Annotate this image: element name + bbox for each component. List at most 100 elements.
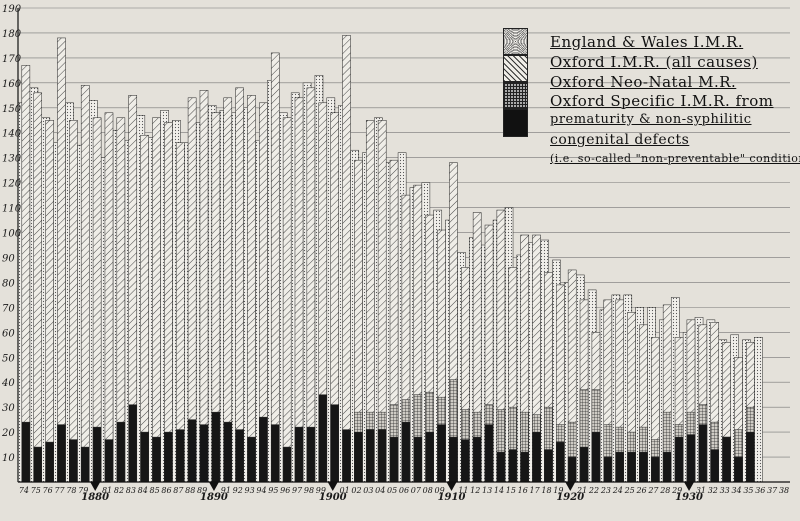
specific-bar-1935: [746, 431, 755, 483]
x-tick-label: 1880: [81, 492, 109, 503]
specific-bar-1913: [484, 424, 494, 483]
y-tick-label: 50: [2, 353, 15, 364]
x-tick-label: 21: [576, 486, 587, 495]
x-tick-label: 24: [612, 486, 623, 495]
x-tick-label: 1930: [675, 492, 703, 503]
x-tick-label: 01: [340, 486, 350, 495]
specific-bar-1889: [199, 424, 209, 483]
specific-bar-1904: [377, 429, 387, 483]
y-tick-label: 80: [2, 278, 15, 289]
x-tick-label: 37: [767, 486, 778, 495]
specific-bar-1928: [662, 451, 672, 483]
oxford-bar-1901: [342, 35, 351, 483]
oxford-bar-1879: [80, 85, 90, 483]
oxford-bar-1878: [69, 120, 78, 483]
specific-bar-1931: [698, 424, 708, 483]
specific-bar-1930: [686, 434, 696, 483]
specific-bar-1933: [722, 436, 731, 483]
x-tick-label: 1890: [200, 492, 228, 503]
specific-bar-1907: [413, 436, 423, 483]
specific-bar-1915: [508, 449, 518, 483]
specific-bar-1881: [104, 439, 114, 483]
specific-bar-1882: [116, 421, 126, 483]
decade-marker: [684, 482, 695, 491]
specific-bar-1906: [401, 421, 411, 483]
x-tick-label: 77: [54, 486, 65, 495]
y-tick-label: 30: [2, 403, 15, 414]
x-tick-label: 94: [256, 486, 266, 495]
specific-imr-bars: [21, 394, 755, 483]
x-tick-label: 38: [779, 486, 789, 495]
oxford-bar-1898: [306, 87, 316, 483]
x-tick-label: 35: [743, 486, 753, 495]
legend-swatch-england-wales: [503, 28, 528, 55]
specific-bar-1932: [710, 449, 719, 483]
oxford-bar-1885: [152, 117, 161, 483]
x-tick-label: 03: [363, 486, 373, 495]
specific-bar-1921: [579, 446, 589, 483]
decade-marker: [327, 482, 338, 491]
specific-bar-1887: [175, 429, 185, 483]
specific-bar-1910: [449, 436, 458, 483]
y-tick-label: 190: [2, 4, 22, 15]
oxford-bar-1886: [164, 122, 173, 483]
legend-swatch-neonatal: [503, 82, 528, 109]
y-tick-label: 90: [2, 253, 15, 264]
specific-bar-1916: [520, 451, 529, 483]
oxford-imr-bars: [21, 35, 755, 483]
x-tick-label: 06: [399, 486, 409, 495]
x-tick-label: 32: [708, 486, 718, 495]
oxford-bar-1893: [247, 95, 256, 483]
specific-bar-1899: [318, 394, 328, 483]
x-tick-label: 15: [506, 486, 516, 495]
specific-bar-1925: [627, 451, 636, 483]
x-tick-label: 88: [185, 486, 195, 495]
legend-label-1: England & Wales I.M.R.: [550, 33, 744, 51]
specific-bar-1922: [591, 431, 601, 483]
specific-bar-1875: [33, 446, 43, 483]
axes: [17, 8, 790, 483]
specific-bar-1908: [425, 431, 434, 483]
y-tick-label: 170: [2, 54, 22, 65]
y-tick-label: 180: [2, 29, 22, 40]
x-tick-label: 95: [268, 486, 278, 495]
x-tick-label: 83: [126, 486, 136, 495]
x-tick-label: 05: [387, 486, 397, 495]
x-tick-label: 78: [66, 486, 76, 495]
y-tick-label: 160: [2, 79, 22, 90]
x-tick-label: 96: [280, 486, 290, 495]
decade-marker: [208, 482, 219, 491]
oxford-bar-1876: [45, 120, 54, 483]
y-tick-label: 140: [2, 129, 22, 140]
y-tick-label: 100: [2, 229, 22, 240]
x-tick-label: 74: [19, 486, 29, 495]
legend-label-2: Oxford I.M.R. (all causes): [550, 53, 758, 71]
specific-bar-1877: [57, 424, 66, 483]
x-tick-label: 84: [138, 486, 148, 495]
x-tick-label: 82: [114, 486, 124, 495]
specific-bar-1885: [152, 436, 161, 483]
legend-label-5: prematurity & non-syphilitic: [550, 112, 752, 127]
x-tick-label: 76: [43, 486, 53, 495]
x-tick-label: 93: [245, 486, 255, 495]
x-tick-label: 1910: [438, 492, 466, 503]
x-tick-label: 09: [435, 486, 445, 495]
specific-bar-1920: [567, 456, 577, 483]
specific-bar-1896: [282, 446, 292, 483]
oxford-bar-1884: [140, 134, 149, 483]
x-tick-label: 27: [647, 486, 659, 495]
x-tick-label: 16: [518, 486, 528, 495]
x-tick-label: 14: [494, 486, 504, 495]
specific-bar-1898: [306, 426, 316, 483]
y-tick-label: 20: [1, 428, 15, 439]
specific-bar-1884: [140, 431, 149, 483]
x-tick-label: 1900: [319, 492, 347, 503]
y-tick-label: 120: [2, 179, 22, 190]
legend-swatch-specific: [503, 109, 528, 137]
x-tick-label: 75: [31, 486, 41, 495]
x-tick-label: 97: [292, 486, 303, 495]
legend-label-3: Oxford Neo-Natal M.R.: [550, 73, 737, 91]
decade-marker: [446, 482, 457, 491]
specific-bar-1880: [92, 426, 102, 483]
